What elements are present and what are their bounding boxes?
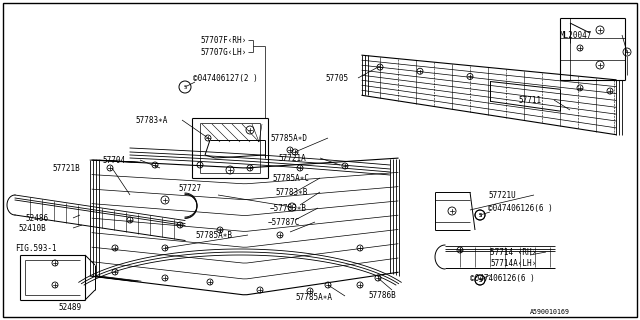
Text: S: S (478, 212, 482, 218)
Text: 57705: 57705 (325, 74, 348, 83)
Text: FIG.593-1: FIG.593-1 (15, 244, 56, 252)
Text: ©047406127(2 ): ©047406127(2 ) (193, 74, 258, 83)
Text: 52489: 52489 (58, 303, 81, 313)
Text: 57707F‹RH›: 57707F‹RH› (200, 36, 246, 44)
Text: 57704: 57704 (102, 156, 125, 164)
Text: 52486: 52486 (25, 213, 48, 222)
Text: 57714 ‹RH›: 57714 ‹RH› (490, 247, 536, 257)
Text: ML20047: ML20047 (560, 30, 593, 39)
Text: 57785A∗C: 57785A∗C (272, 173, 309, 182)
Text: 57711: 57711 (518, 95, 541, 105)
Text: 57783∗B: 57783∗B (275, 188, 307, 196)
Text: 57707G‹LH›: 57707G‹LH› (200, 47, 246, 57)
Text: 57721U: 57721U (488, 190, 516, 199)
Text: 57721B: 57721B (52, 164, 80, 172)
Text: 57783∗A: 57783∗A (135, 116, 168, 124)
Text: S: S (478, 212, 482, 218)
Text: 52410B: 52410B (18, 223, 45, 233)
Text: 57785A∗B: 57785A∗B (195, 230, 232, 239)
Text: −57787C: −57787C (268, 218, 300, 227)
Text: 57786B: 57786B (368, 291, 396, 300)
Text: 57785A∗A: 57785A∗A (295, 293, 332, 302)
Text: ©047406126(6 ): ©047406126(6 ) (488, 204, 553, 212)
Text: 57721A: 57721A (278, 154, 306, 163)
Text: ©047406126(6 ): ©047406126(6 ) (470, 274, 535, 283)
Text: 57727: 57727 (178, 183, 201, 193)
Text: 57714A‹LH›: 57714A‹LH› (490, 259, 536, 268)
Text: S: S (184, 84, 187, 90)
Text: −57783∗B: −57783∗B (270, 204, 307, 212)
Text: A590010169: A590010169 (530, 309, 570, 315)
Text: S: S (478, 277, 482, 283)
Text: S: S (478, 277, 482, 283)
Text: 57785A∗D: 57785A∗D (270, 133, 307, 142)
